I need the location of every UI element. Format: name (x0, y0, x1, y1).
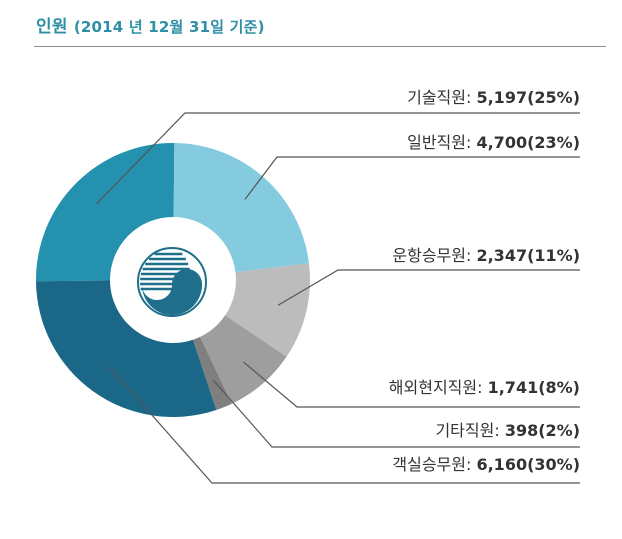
slice-label-value: 1,741(8%) (488, 378, 580, 397)
slice-label-value: 5,197(25%) (476, 88, 580, 107)
slice-label-name: 해외현지직원: (389, 378, 488, 397)
slice-label-value: 398(2%) (505, 421, 580, 440)
slice-label-value: 4,700(23%) (476, 133, 580, 152)
slice-label-2: 일반직원: 4,700(23%) (407, 133, 580, 152)
chart-title: 인원 (2014 년 12월 31일 기준) (36, 12, 265, 37)
pie-slice-3 (225, 263, 311, 357)
title-divider (34, 46, 606, 47)
leader-line-4 (243, 361, 580, 408)
slice-label-value: 2,347(11%) (476, 246, 580, 265)
title-main: 인원 (36, 17, 68, 37)
leader-line-6 (109, 367, 580, 484)
slice-label-name: 객실승무원: (392, 455, 476, 474)
leader-line-5 (212, 379, 580, 448)
slice-label-name: 일반직원: (407, 133, 476, 152)
slice-label-5: 기타직원: 398(2%) (435, 421, 580, 440)
slice-label-name: 기타직원: (435, 421, 504, 440)
pie-slice-4 (200, 315, 287, 404)
slice-label-value: 6,160(30%) (476, 455, 580, 474)
emblem-logo (137, 247, 207, 317)
slice-label-name: 기술직원: (407, 88, 476, 107)
slice-label-3: 운항승무원: 2,347(11%) (392, 246, 580, 265)
leader-line-2 (244, 156, 580, 200)
pie-slice-1 (35, 143, 175, 282)
title-date: (2014 년 12월 31일 기준) (73, 18, 265, 36)
pie-slice-5 (192, 336, 232, 410)
slice-label-1: 기술직원: 5,197(25%) (407, 88, 580, 107)
slice-label-6: 객실승무원: 6,160(30%) (392, 455, 580, 474)
slice-label-name: 운항승무원: (392, 246, 476, 265)
leader-line-1 (96, 112, 580, 205)
pie-slice-6 (36, 280, 217, 418)
leader-line-3 (277, 269, 580, 306)
pie-slice-2 (173, 143, 309, 273)
slice-label-4: 해외현지직원: 1,741(8%) (389, 378, 580, 397)
